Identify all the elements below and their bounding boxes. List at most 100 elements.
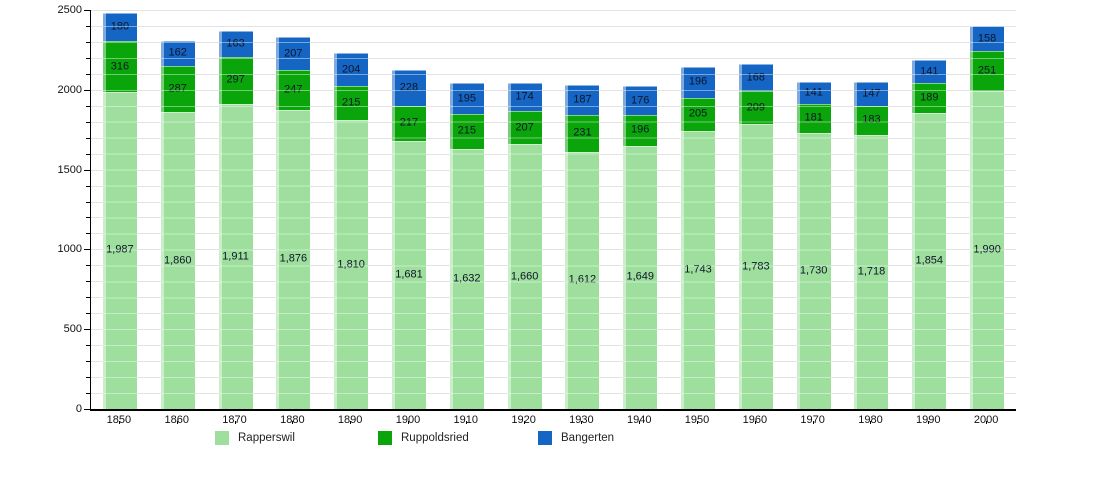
segment-bangerten-1870: 163: [218, 30, 253, 57]
bar-slot-1950: 1,743 205 196: [669, 10, 727, 409]
segment-rapperswil-1980: 1,718: [854, 134, 889, 409]
y-axis-minor-tick: [86, 137, 90, 139]
segment-ruppoldsried-1880: 247: [276, 70, 311, 110]
y-axis-major-tick: [84, 169, 90, 171]
value-label: 187: [573, 93, 592, 106]
gridline: [91, 25, 1016, 27]
segment-bangerten-1960: 168: [738, 64, 773, 92]
value-label: 168: [746, 71, 766, 84]
legend-swatch-icon: [215, 430, 229, 445]
gridline: [91, 297, 1016, 299]
gridline: [91, 89, 1016, 91]
segment-ruppoldsried-1930: 231: [565, 114, 600, 152]
x-axis-tick: [523, 421, 525, 424]
value-label: 181: [804, 111, 823, 124]
value-label: 189: [920, 91, 939, 104]
segment-rapperswil-1910: 1,632: [449, 148, 484, 409]
value-label: 207: [515, 121, 534, 134]
gridline: [91, 10, 1016, 11]
value-label: 247: [284, 83, 303, 96]
stacked-bar-1890: 1,810 215 204: [334, 10, 369, 409]
value-label: 147: [862, 87, 881, 100]
segment-bangerten-1910: 195: [449, 83, 484, 115]
stacked-bar-1930: 1,612 231 187: [565, 10, 600, 409]
segment-rapperswil-1850: 1,987: [102, 91, 137, 409]
x-axis-tick: [870, 421, 872, 424]
segment-bangerten-1970: 141: [796, 81, 831, 105]
y-axis-minor-tick: [86, 265, 90, 267]
segment-bangerten-1990: 141: [912, 60, 947, 83]
x-axis-tick-label: 2000: [973, 414, 999, 426]
bar-slot-1870: 1,911 297 163: [207, 10, 265, 409]
y-axis-major-tick: [84, 409, 90, 410]
y-axis-minor-tick: [86, 57, 90, 59]
value-label: 1,743: [684, 263, 712, 276]
value-label: 205: [688, 107, 708, 120]
x-axis-tick-label: 1870: [222, 414, 247, 426]
x-axis-tick: [407, 421, 409, 424]
gridline: [91, 137, 1016, 139]
value-label: 1,681: [395, 268, 423, 281]
y-axis-tick-label: 1000: [57, 243, 82, 256]
bar-slot-1940: 1,649 196 176: [611, 10, 669, 409]
x-axis-tick-label: 1920: [511, 414, 536, 426]
value-label: 207: [284, 47, 303, 60]
bar-slot-1850: 1,987 316 180: [91, 10, 149, 409]
y-axis-minor-tick: [86, 281, 90, 283]
segment-rapperswil-1920: 1,660: [507, 144, 542, 409]
gridline: [91, 201, 1016, 203]
gridline: [91, 41, 1016, 43]
stacked-bar-1860: 1,860 287 162: [160, 10, 195, 409]
y-axis-minor-tick: [86, 153, 90, 155]
bar-series-container: 1,987 316 180 1,860 287 162 1,911 297 163 1,876 24…: [91, 10, 1016, 409]
y-axis-minor-tick: [86, 25, 90, 27]
stacked-bar-1880: 1,876 247 207: [276, 10, 311, 409]
legend-swatch-icon: [378, 430, 392, 445]
segment-bangerten-1920: 174: [507, 83, 542, 112]
value-label: 1,990: [973, 243, 1001, 256]
x-axis-tick: [754, 421, 756, 424]
bar-slot-1860: 1,860 287 162: [149, 10, 207, 409]
value-label: 209: [746, 101, 766, 114]
y-axis-minor-tick: [86, 377, 90, 379]
gridline: [91, 57, 1016, 59]
y-axis-tick-label: 2500: [57, 4, 82, 16]
value-label: 196: [688, 75, 708, 88]
legend-item-ruppoldsried: Ruppoldsried: [378, 430, 469, 445]
value-label: 251: [977, 64, 997, 77]
segment-bangerten-1950: 196: [681, 66, 716, 99]
value-label: 183: [862, 113, 881, 126]
y-axis-minor-tick: [86, 233, 90, 235]
value-label: 217: [399, 116, 419, 129]
bar-slot-1980: 1,718 183 147: [843, 10, 901, 409]
gridline: [91, 233, 1016, 235]
stacked-bar-1920: 1,660 207 174: [507, 10, 542, 409]
value-label: 228: [399, 81, 419, 94]
bar-slot-2000: 1,990 251 158: [958, 10, 1016, 409]
x-axis-tick-label: 1910: [453, 414, 479, 426]
y-axis-tick-label: 2000: [57, 83, 82, 96]
x-axis-tick: [465, 421, 467, 424]
value-label: 141: [920, 65, 939, 78]
segment-bangerten-1980: 147: [854, 82, 889, 106]
segment-rapperswil-2000: 1,990: [970, 91, 1005, 409]
bar-slot-1990: 1,854 189 141: [900, 10, 958, 409]
value-label: 162: [168, 46, 187, 59]
value-label: 195: [457, 92, 476, 105]
y-axis-minor-tick: [86, 345, 90, 347]
value-label: 1,612: [568, 273, 597, 286]
segment-ruppoldsried-2000: 251: [970, 51, 1005, 92]
y-axis-minor-tick: [86, 361, 90, 363]
gridline: [91, 169, 1016, 171]
legend-label: Ruppoldsried: [401, 431, 469, 444]
segment-rapperswil-1860: 1,860: [160, 112, 195, 409]
gridline: [91, 377, 1016, 379]
gridline: [91, 73, 1016, 75]
y-axis-minor-tick: [86, 297, 90, 299]
value-label: 158: [977, 32, 997, 45]
value-label: 231: [573, 126, 592, 139]
segment-rapperswil-1880: 1,876: [276, 109, 311, 409]
value-label: 176: [631, 94, 650, 106]
bar-slot-1890: 1,810 215 204: [322, 10, 380, 409]
y-axis-major-tick: [84, 329, 90, 331]
